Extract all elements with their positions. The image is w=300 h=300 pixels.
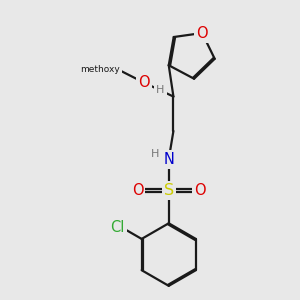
Text: N: N — [163, 152, 174, 166]
Text: O: O — [196, 26, 208, 40]
Text: O: O — [132, 183, 143, 198]
Text: H: H — [156, 85, 164, 95]
Text: S: S — [164, 183, 174, 198]
Text: Cl: Cl — [111, 220, 125, 235]
Text: O: O — [138, 75, 149, 90]
Text: O: O — [194, 183, 206, 198]
Text: H: H — [151, 149, 159, 159]
Text: methoxy: methoxy — [80, 64, 120, 74]
